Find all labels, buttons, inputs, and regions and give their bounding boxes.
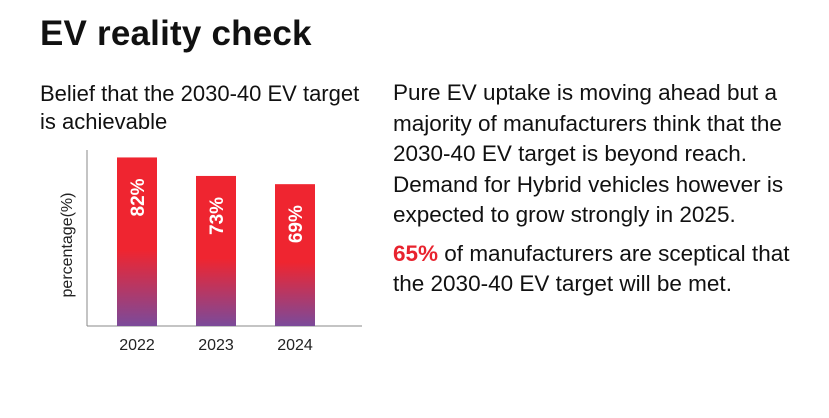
y-axis-label: percentage(%) bbox=[59, 193, 76, 298]
data-label-2023: 73% bbox=[207, 197, 228, 235]
bar-2023 bbox=[196, 175, 236, 326]
page-title: EV reality check bbox=[40, 14, 312, 53]
highlight-stat: 65% bbox=[393, 240, 439, 266]
x-tick-label-2024: 2024 bbox=[277, 337, 313, 354]
x-tick-label-2023: 2023 bbox=[198, 337, 234, 354]
data-label-2024: 69% bbox=[286, 205, 307, 243]
summary-text: Pure EV uptake is moving ahead but a maj… bbox=[393, 78, 823, 300]
summary-paragraph: Pure EV uptake is moving ahead but a maj… bbox=[393, 80, 784, 227]
bar-2024 bbox=[275, 184, 315, 326]
chart-title: Belief that the 2030-40 EV target is ach… bbox=[40, 81, 360, 134]
data-label-2022: 82% bbox=[128, 178, 149, 216]
highlight-paragraph-text: of manufacturers are sceptical that the … bbox=[393, 240, 790, 297]
x-tick-label-2022: 2022 bbox=[119, 337, 155, 354]
bar-2022 bbox=[117, 157, 157, 326]
highlight-paragraph: 65% of manufacturers are sceptical that … bbox=[393, 239, 823, 300]
